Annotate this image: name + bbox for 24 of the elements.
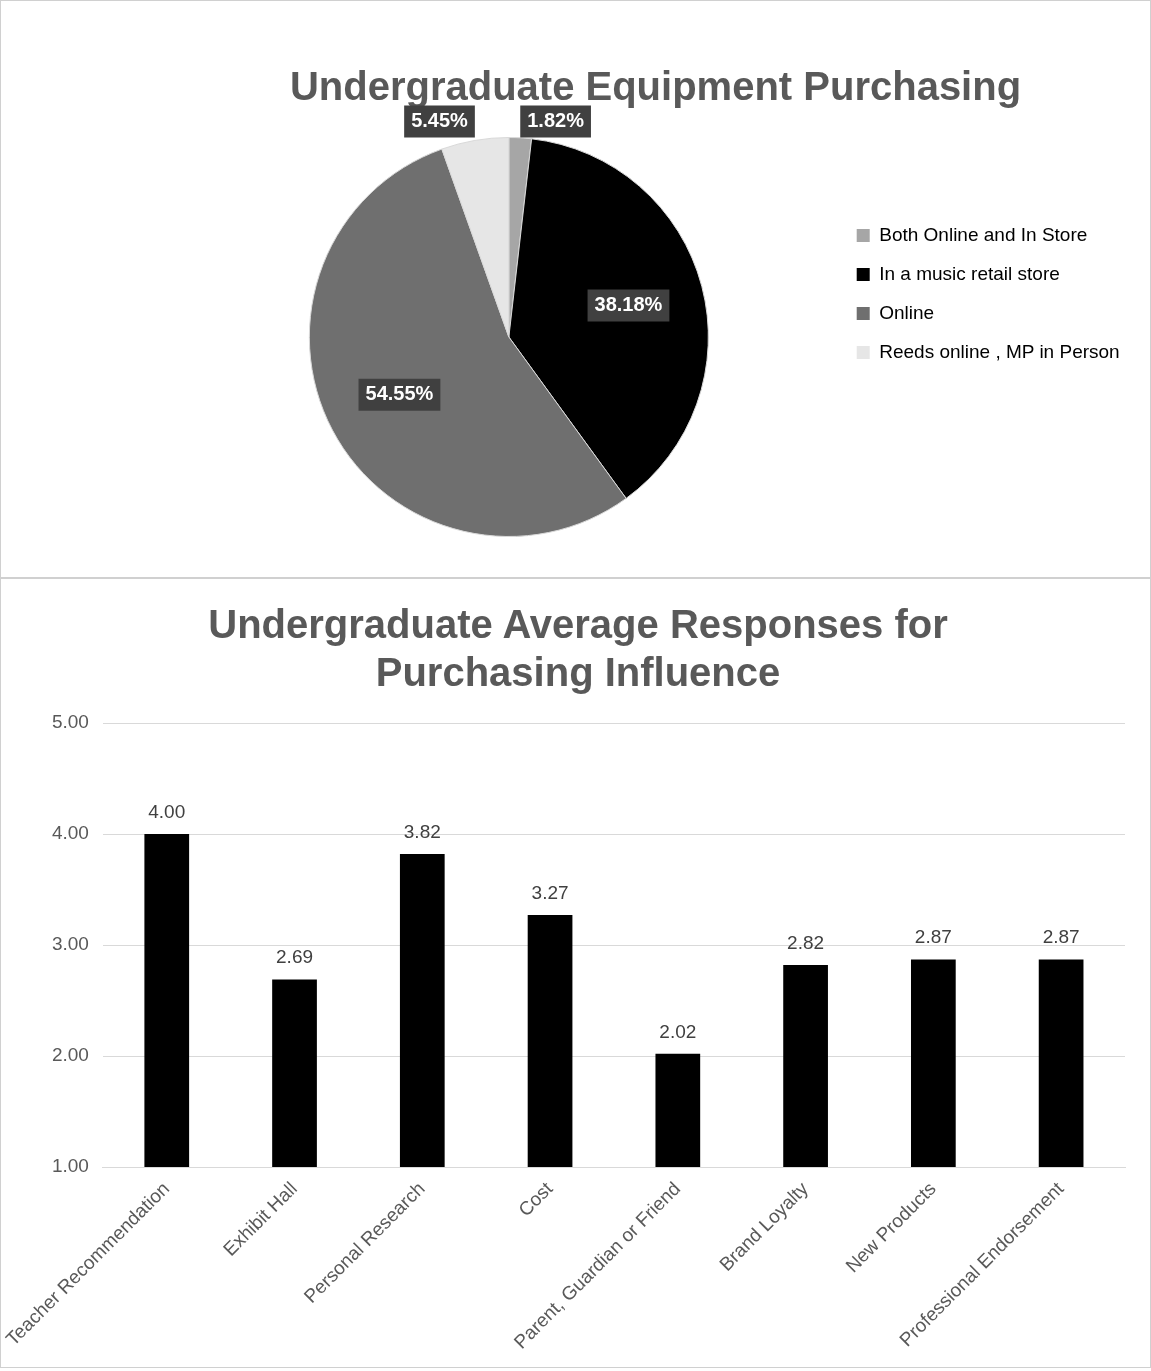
data-label: 3.27 [531, 881, 569, 903]
data-label: 2.02 [659, 1020, 697, 1042]
legend-label: Online [879, 301, 935, 323]
y-tick-label: 3.00 [51, 933, 89, 955]
y-tick-label: 2.00 [51, 1044, 89, 1066]
chart-title: Undergraduate Equipment Purchasing [289, 64, 1022, 109]
legend-label: In a music retail store [879, 262, 1060, 284]
data-label: 54.55% [365, 382, 434, 405]
chart-title: Undergraduate Average Responses for Purchasing Influence [208, 602, 948, 695]
y-tick-label: 5.00 [51, 711, 89, 733]
data-label: 4.00 [148, 800, 186, 822]
data-label: 3.82 [403, 820, 441, 842]
data-label: 2.69 [276, 946, 314, 968]
legend-label: Both Online and In Store [879, 223, 1088, 245]
data-label: 1.82% [527, 109, 585, 132]
data-label: 2.87 [1042, 926, 1080, 948]
legend-label: Reeds online , MP in Person [879, 340, 1120, 362]
y-tick-label: 4.00 [51, 822, 89, 844]
data-label: 5.45% [411, 109, 469, 132]
data-label: 2.82 [787, 931, 825, 953]
y-tick-label: 1.00 [51, 1155, 89, 1177]
data-label: 38.18% [594, 293, 663, 316]
data-label: 2.87 [914, 926, 952, 948]
x-tick-label: Cost [514, 1177, 558, 1221]
